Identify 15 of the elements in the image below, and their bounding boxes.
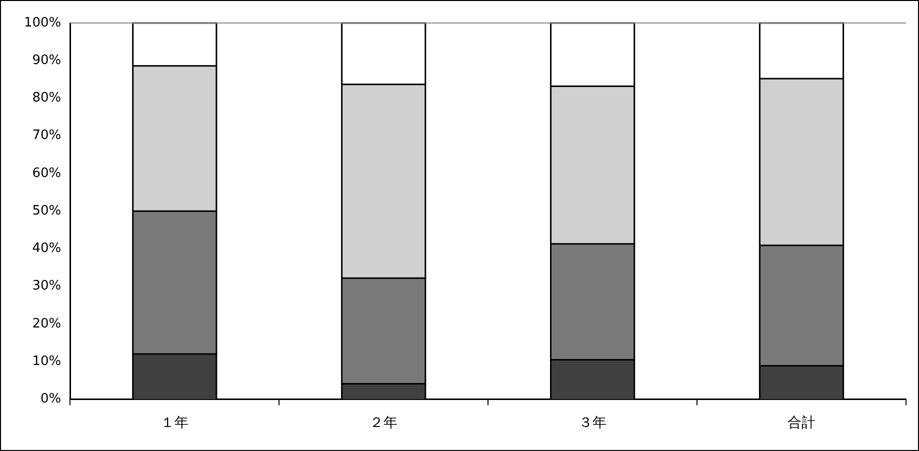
y-tick-label: 40% — [32, 241, 62, 256]
x-tick-label: ２年 — [370, 415, 398, 432]
y-tick-label: 50% — [32, 203, 62, 218]
y-tick-label: 0% — [40, 392, 62, 407]
x-tick-label: 合計 — [788, 415, 816, 432]
y-tick-label: 20% — [32, 316, 62, 332]
y-tick-label: 80% — [32, 90, 62, 106]
y-tick-label: 90% — [32, 52, 62, 68]
y-tick-label: 60% — [32, 166, 62, 181]
x-tick-label: ３年 — [578, 415, 607, 432]
x-tick-label: １年 — [160, 415, 189, 432]
y-tick-label: 70% — [32, 128, 62, 144]
y-tick-label: 10% — [32, 354, 62, 369]
y-tick-label: 100% — [24, 15, 62, 30]
y-tick-label: 30% — [32, 278, 62, 294]
